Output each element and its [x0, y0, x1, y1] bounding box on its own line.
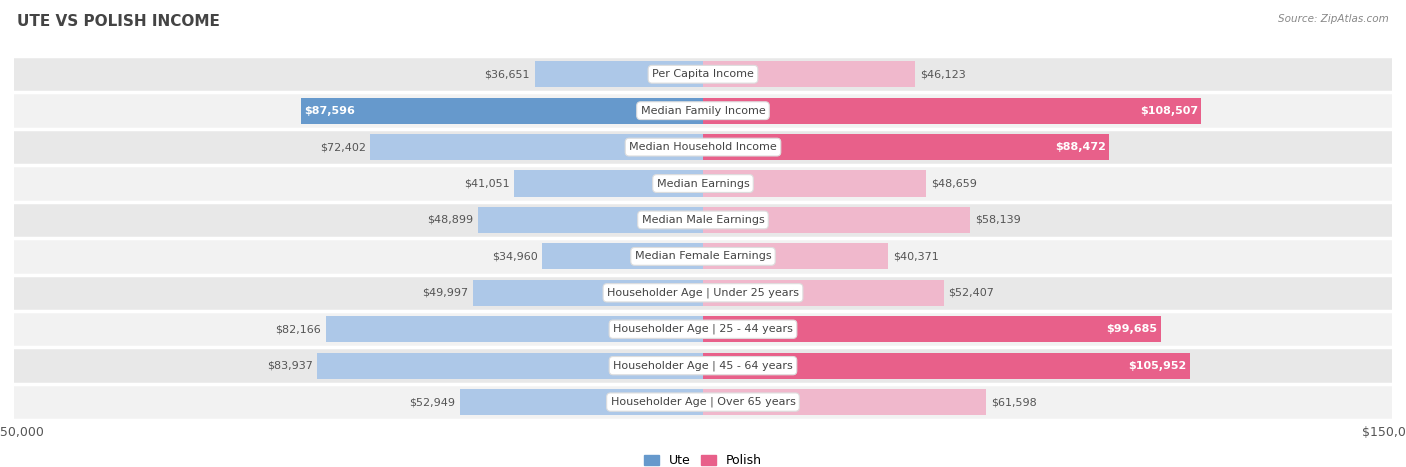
Text: $36,651: $36,651 [484, 69, 530, 79]
Bar [14, 311, 1392, 347]
Bar [474, 280, 703, 306]
Text: Householder Age | Over 65 years: Householder Age | Over 65 years [610, 397, 796, 407]
Text: $58,139: $58,139 [974, 215, 1021, 225]
Bar [703, 170, 927, 197]
Text: $40,371: $40,371 [893, 251, 939, 262]
Text: $88,472: $88,472 [1054, 142, 1107, 152]
Bar [703, 280, 943, 306]
Text: $108,507: $108,507 [1140, 106, 1198, 116]
Text: UTE VS POLISH INCOME: UTE VS POLISH INCOME [17, 14, 219, 29]
Text: $61,598: $61,598 [991, 397, 1036, 407]
Text: $72,402: $72,402 [319, 142, 366, 152]
Bar [14, 165, 1392, 202]
Bar [14, 129, 1392, 165]
Bar [14, 202, 1392, 238]
Text: $49,997: $49,997 [422, 288, 468, 298]
Bar [14, 238, 1392, 275]
Text: $52,407: $52,407 [949, 288, 994, 298]
Bar [370, 134, 703, 160]
Bar [14, 56, 1392, 92]
Bar [14, 347, 1392, 384]
Bar [703, 61, 915, 87]
Bar [543, 243, 703, 269]
Bar [703, 316, 1161, 342]
Bar [14, 384, 1392, 420]
Text: $48,659: $48,659 [931, 178, 977, 189]
Text: $87,596: $87,596 [304, 106, 354, 116]
Bar [460, 389, 703, 415]
Text: Median Household Income: Median Household Income [628, 142, 778, 152]
Text: $48,899: $48,899 [427, 215, 474, 225]
Bar [14, 92, 1392, 129]
Text: Householder Age | 45 - 64 years: Householder Age | 45 - 64 years [613, 361, 793, 371]
Bar [703, 98, 1201, 124]
Text: $82,166: $82,166 [276, 324, 321, 334]
Text: Median Earnings: Median Earnings [657, 178, 749, 189]
Bar [703, 207, 970, 233]
Bar [318, 353, 703, 379]
Text: Householder Age | 25 - 44 years: Householder Age | 25 - 44 years [613, 324, 793, 334]
Text: Source: ZipAtlas.com: Source: ZipAtlas.com [1278, 14, 1389, 24]
Text: $52,949: $52,949 [409, 397, 456, 407]
Text: $99,685: $99,685 [1107, 324, 1157, 334]
Text: Householder Age | Under 25 years: Householder Age | Under 25 years [607, 288, 799, 298]
Bar [301, 98, 703, 124]
Text: $41,051: $41,051 [464, 178, 509, 189]
Text: $34,960: $34,960 [492, 251, 537, 262]
Bar [478, 207, 703, 233]
Bar [515, 170, 703, 197]
Bar [703, 134, 1109, 160]
Bar [703, 243, 889, 269]
Text: Median Female Earnings: Median Female Earnings [634, 251, 772, 262]
Text: $83,937: $83,937 [267, 361, 312, 371]
Text: Median Male Earnings: Median Male Earnings [641, 215, 765, 225]
Text: $105,952: $105,952 [1128, 361, 1187, 371]
Text: $46,123: $46,123 [920, 69, 966, 79]
Text: Per Capita Income: Per Capita Income [652, 69, 754, 79]
Bar [534, 61, 703, 87]
Bar [14, 275, 1392, 311]
Text: Median Family Income: Median Family Income [641, 106, 765, 116]
Legend: Ute, Polish: Ute, Polish [640, 449, 766, 467]
Bar [703, 353, 1189, 379]
Bar [326, 316, 703, 342]
Bar [703, 389, 986, 415]
